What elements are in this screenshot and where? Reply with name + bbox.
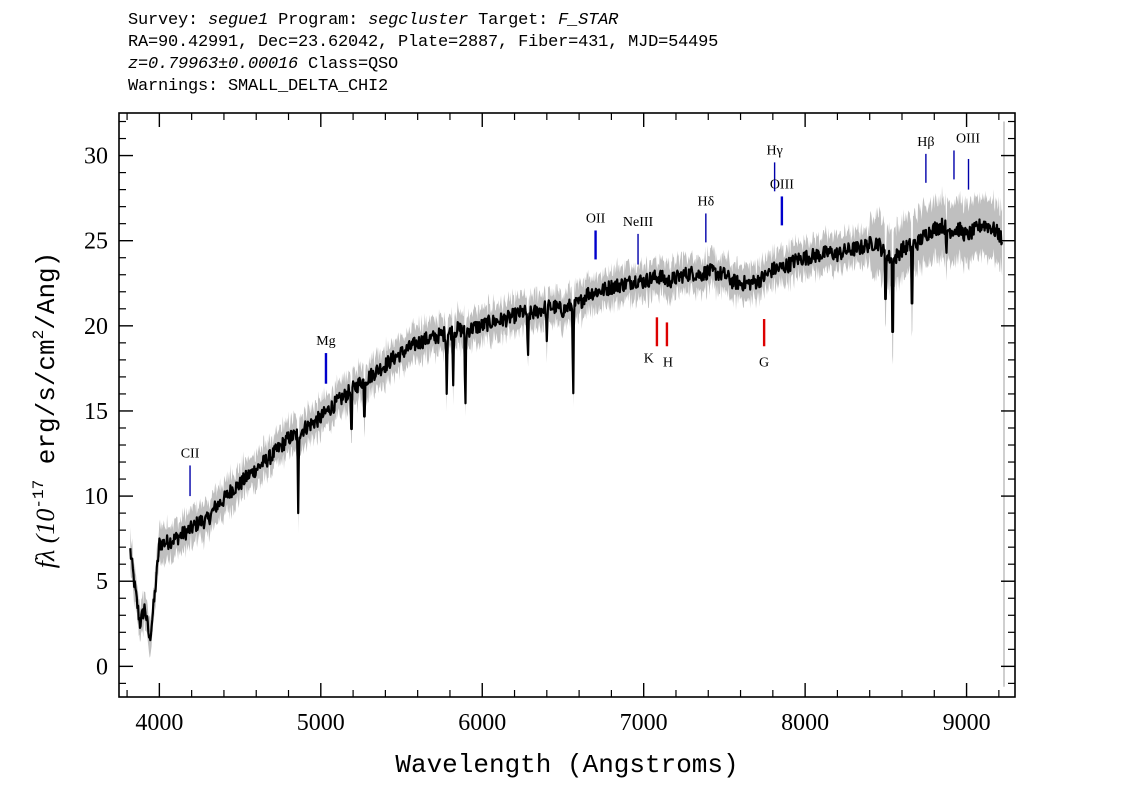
header-warnings-line: Warnings: SMALL_DELTA_CHI2 (128, 77, 389, 96)
y-axis-title-end: /Ang) (32, 252, 62, 330)
line-label-3: NeIII (623, 215, 654, 230)
line-label-7: Hβ (917, 135, 934, 150)
target-label: Target: (478, 11, 549, 30)
y-axis-title: fλ (10-17 erg/s/cm2/Ang) (30, 252, 62, 569)
y-tick-label: 30 (84, 144, 108, 170)
spectrum-header: Survey: segue1 Program: segcluster Targe… (128, 10, 718, 98)
header-survey-line: Survey: segue1 Program: segcluster Targe… (128, 10, 718, 32)
y-tick-label: 10 (84, 484, 108, 510)
flux-line (129, 217, 1004, 642)
y-axis-title-exp: -17 (30, 480, 48, 509)
target-value: F_STAR (558, 11, 619, 30)
line-markers-layer: CII Mg OII NeIII Hδ Hγ OIII Hβ OIII K H G (181, 131, 980, 497)
line-label-1: Mg (316, 334, 335, 349)
y-axis-title-exp2: 2 (30, 330, 48, 340)
line-label-5: Hγ (766, 143, 782, 158)
line-label-4: Hδ (697, 194, 714, 209)
x-axis-title: Wavelength (Angstroms) (395, 750, 738, 780)
header-redshift-line: z=0.79963±0.00016 Class=QSO (128, 54, 718, 76)
line-label-2: OII (586, 211, 606, 226)
program-value: segcluster (368, 11, 469, 30)
x-tick-label: 4000 (135, 710, 183, 736)
line-label-8: OIII (956, 131, 980, 146)
line-label-6: OIII (770, 177, 794, 192)
y-tick-label: 0 (96, 654, 108, 680)
flux-layer (129, 217, 1004, 642)
y-tick-label: 15 (84, 399, 108, 425)
line-label-12: G (759, 355, 769, 370)
redshift-value: z=0.79963±0.00016 (128, 55, 299, 74)
noise-band (130, 185, 1003, 658)
x-tick-label: 7000 (620, 710, 668, 736)
axis-ticks-layer: 4000 5000 6000 7000 8000 9000 0 5 10 15 20 25 30 (84, 113, 1015, 736)
header-coords-line: RA=90.42991, Dec=23.62042, Plate=2887, F… (128, 33, 719, 52)
y-axis-title-rest: erg/s/cm (32, 339, 62, 479)
x-tick-label: 5000 (297, 710, 345, 736)
x-tick-label: 8000 (781, 710, 829, 736)
survey-value: segue1 (208, 11, 269, 30)
program-label: Program: (278, 11, 359, 30)
y-tick-label: 25 (84, 229, 108, 255)
class-value: Class=QSO (308, 55, 399, 74)
survey-label: Survey: (128, 11, 199, 30)
line-label-11: H (663, 355, 673, 370)
plot-frame (118, 112, 1016, 698)
x-tick-label: 6000 (458, 710, 506, 736)
line-label-10: K (644, 351, 654, 366)
y-axis-title-main: fλ (10 (31, 509, 60, 569)
y-tick-label: 5 (96, 569, 108, 595)
x-tick-label: 9000 (943, 710, 991, 736)
line-label-0: CII (181, 446, 200, 461)
y-tick-label: 20 (84, 314, 108, 340)
noise-band-layer (130, 121, 1005, 687)
